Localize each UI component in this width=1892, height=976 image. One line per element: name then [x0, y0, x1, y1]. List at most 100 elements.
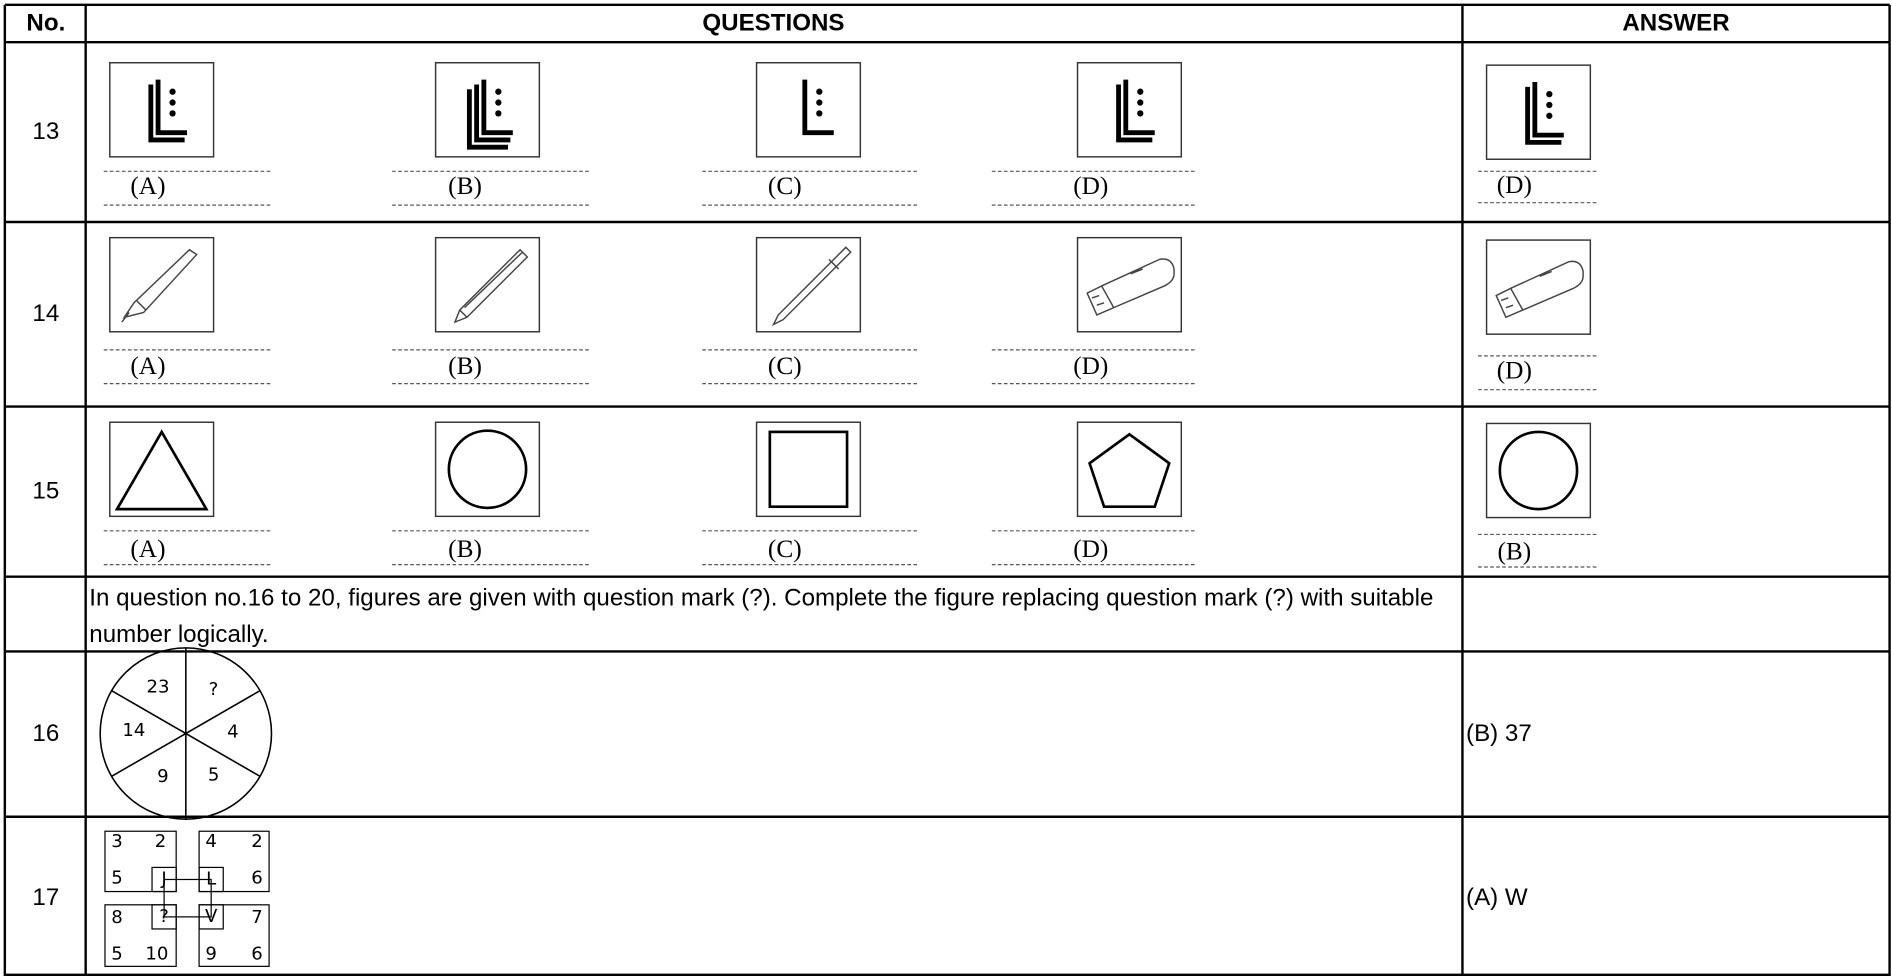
figure-frame	[1485, 422, 1592, 519]
option-label: (D)	[1497, 171, 1532, 199]
question-number: 16	[32, 720, 59, 747]
option-figure	[755, 62, 862, 158]
fountain-pen	[121, 248, 198, 323]
box-number: 5	[111, 867, 123, 888]
option-label: (D)	[1073, 535, 1108, 563]
option-figure	[1076, 236, 1183, 333]
option-label: (D)	[1073, 172, 1108, 200]
box-number: L	[206, 868, 216, 889]
dot	[816, 88, 823, 95]
dot	[495, 99, 502, 106]
option-label: (B)	[448, 352, 482, 380]
dot	[169, 99, 176, 106]
box-number: 2	[251, 831, 263, 852]
dot	[1546, 112, 1553, 119]
figure-frame	[755, 421, 862, 518]
option-label: (B)	[448, 535, 482, 563]
option-label: (D)	[1073, 352, 1108, 380]
box-number: 8	[111, 907, 123, 928]
dot	[1546, 90, 1553, 98]
box-number: 6	[251, 943, 263, 964]
table-grid	[3, 3, 1891, 976]
option-label: (C)	[768, 535, 802, 563]
circle	[447, 429, 528, 510]
figure-frame	[434, 62, 541, 158]
l-shape	[1525, 86, 1562, 145]
l-shape	[802, 79, 834, 136]
option-label: (A)	[130, 172, 165, 200]
number-box	[104, 830, 177, 893]
l-shape	[148, 84, 185, 143]
connector-box	[163, 878, 212, 918]
segment-number: 5	[208, 765, 220, 786]
triangle	[114, 429, 209, 511]
option-figure	[1076, 421, 1183, 518]
number-box	[198, 904, 270, 967]
option-figure	[1485, 239, 1592, 335]
header-answer: ANSWER	[1622, 10, 1729, 37]
pentagon	[1088, 432, 1171, 509]
divider	[111, 690, 261, 778]
l-shape	[1123, 79, 1155, 136]
figure-frame	[1076, 421, 1183, 518]
segment-number: 4	[227, 721, 239, 742]
circle	[1498, 430, 1579, 511]
answer-text: (B) 37	[1466, 720, 1532, 747]
option-label: (A)	[130, 535, 165, 563]
dot	[495, 88, 502, 95]
usb-drive	[1086, 258, 1175, 316]
box-number: 9	[205, 943, 217, 964]
option-figure	[109, 62, 215, 158]
option-figure	[1485, 422, 1592, 519]
option-figure	[109, 236, 215, 333]
box-number: J	[160, 868, 166, 889]
figure-frame	[434, 421, 541, 518]
dot	[816, 110, 823, 117]
figure-frame	[109, 421, 215, 518]
option-label: (B)	[1497, 538, 1531, 566]
dot	[1137, 110, 1144, 117]
dot	[169, 88, 176, 95]
figure-frame	[1076, 62, 1183, 158]
box-number: 10	[145, 943, 168, 964]
pencil	[453, 248, 529, 324]
option-label: (B)	[448, 172, 482, 200]
option-label: (D)	[1497, 357, 1532, 385]
question-number: 15	[32, 478, 59, 505]
dot	[1137, 99, 1144, 106]
option-figure	[755, 236, 862, 333]
box-number: 2	[155, 831, 167, 852]
box-number: 3	[111, 831, 123, 852]
dot	[495, 110, 502, 117]
option-figure	[434, 421, 541, 518]
box-number: 6	[251, 867, 263, 888]
segment-number: 23	[147, 677, 170, 698]
instruction-box: In question no.16 to 20, figures are giv…	[89, 585, 1433, 648]
square	[768, 430, 849, 509]
box-number: 4	[205, 831, 217, 852]
option-figure	[434, 62, 541, 158]
figure-frame	[1485, 64, 1592, 160]
option-figure	[434, 236, 541, 333]
box-number: ?	[159, 906, 169, 927]
figure-frame	[109, 62, 215, 158]
dot	[1546, 101, 1553, 109]
option-figure	[1076, 62, 1183, 158]
l-shape	[481, 79, 513, 136]
question-number: 17	[32, 884, 59, 911]
answer-text: (A) W	[1466, 884, 1528, 911]
l-shape	[466, 89, 508, 150]
figure-frame	[1485, 239, 1592, 335]
l-shape	[155, 79, 188, 136]
box-number: 5	[111, 943, 123, 964]
header-questions: QUESTIONS	[702, 10, 844, 37]
question-number: 14	[32, 300, 59, 327]
option-figure	[755, 421, 862, 518]
figure-frame	[755, 62, 862, 158]
segment-number: 9	[157, 766, 169, 787]
option-label: (C)	[768, 352, 802, 380]
pen	[771, 246, 852, 327]
dot	[816, 99, 823, 106]
